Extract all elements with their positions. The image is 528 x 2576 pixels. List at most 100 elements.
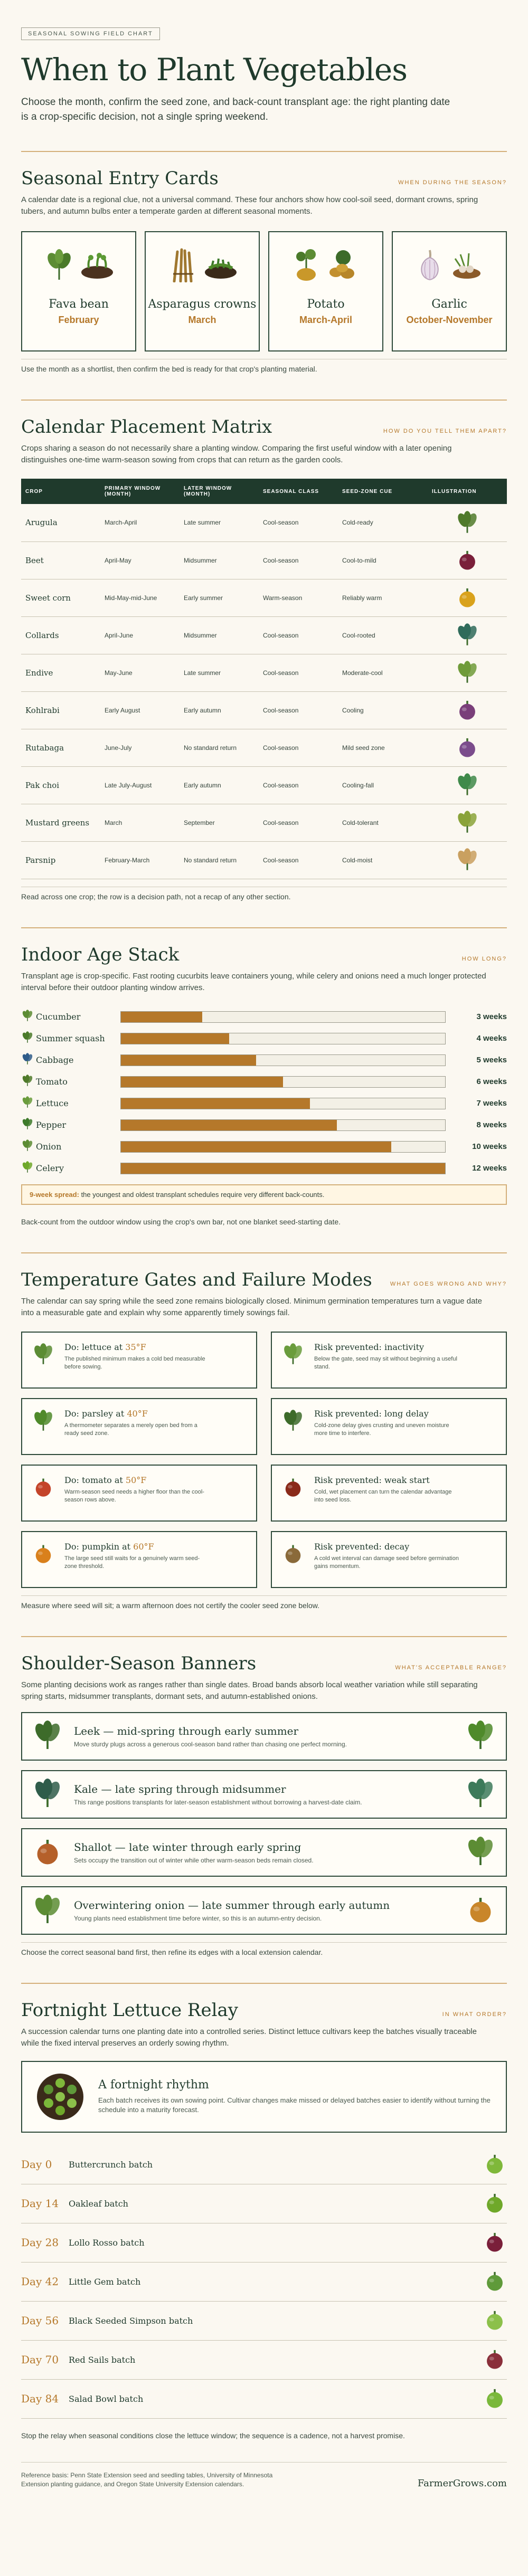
gate-title: Do: pumpkin at 60°F xyxy=(64,1542,212,1552)
gate-text: Warm-season seed needs a higher floor th… xyxy=(64,1488,204,1503)
lettuce-head-icon xyxy=(487,2193,503,2213)
gates-section-header: Temperature Gates and Failure Modes WHAT… xyxy=(21,1269,507,1290)
matrix-cell-class: Cool-season xyxy=(259,616,338,654)
age-row: Lettuce 7 weeks xyxy=(21,1094,507,1113)
matrix-cell-illustration xyxy=(428,654,507,692)
gate-text: A thermometer separates a merely open be… xyxy=(64,1422,197,1437)
banner-title: Overwintering onion — late summer throug… xyxy=(74,1898,390,1912)
matrix-cell-crop: Rutabaga xyxy=(21,729,100,767)
relay-row: Day 70 Red Sails batch xyxy=(21,2341,507,2380)
matrix-cell-illustration xyxy=(428,729,507,767)
matrix-cell-illustration xyxy=(428,691,507,729)
onion-sprout-icon xyxy=(22,1139,33,1151)
gate-card: Do: pumpkin at 60°F The large seed still … xyxy=(21,1531,257,1588)
age-weeks-label: 6 weeks xyxy=(476,1077,507,1086)
age-row: Celery 12 weeks xyxy=(21,1159,507,1178)
age-bar-fill xyxy=(121,1141,391,1152)
soil-sprouts-icon xyxy=(205,258,237,279)
relay-day: Day 0 xyxy=(21,2158,52,2171)
relay-day: Day 84 xyxy=(21,2392,59,2405)
matrix-row: Arugula March-April Late summer Cool-season… xyxy=(21,504,507,542)
pepper-seedling-icon xyxy=(22,1118,33,1129)
banner-desc: Move sturdy plugs across a generous cool… xyxy=(74,1740,347,1748)
relay-row: Day 14 Oakleaf batch xyxy=(21,2184,507,2223)
season-banner: Overwintering onion — late summer throug… xyxy=(21,1886,507,1935)
gate-text: Cold, wet placement can turn the calenda… xyxy=(314,1488,452,1503)
lettuce-icon xyxy=(22,1096,33,1108)
age-bar-track xyxy=(120,1097,446,1109)
shallot-icon xyxy=(37,1840,58,1865)
age-weeks-label: 5 weeks xyxy=(476,1056,507,1064)
entry-card-potato: Potato March-April xyxy=(268,231,383,351)
relay-batch: Oakleaf batch xyxy=(69,2198,128,2209)
banner-desc: This range positions transplants for lat… xyxy=(74,1798,362,1806)
garlic-bulb-icon xyxy=(421,250,439,281)
gate-card: Risk prevented: decay A cold wet interval… xyxy=(271,1531,507,1588)
age-bar-track xyxy=(120,1032,446,1044)
age-bar-track xyxy=(120,1076,446,1088)
age-crop-name: Tomato xyxy=(36,1077,68,1087)
gate-card: Risk prevented: long delay Cold-zone dela… xyxy=(271,1398,507,1455)
matrix-cell-cue: Moderate-cool xyxy=(338,654,428,692)
relay-batch: Salad Bowl batch xyxy=(69,2393,144,2404)
brand-link[interactable]: FarmerGrows.com xyxy=(417,2477,507,2489)
age-weeks-label: 3 weeks xyxy=(476,1012,507,1021)
corn-icon xyxy=(459,588,475,607)
matrix-row: Mustard greens March September Cool-season C… xyxy=(21,804,507,842)
season-banner: Leek — mid-spring through early summer Mo… xyxy=(21,1712,507,1761)
asparagus-spears-icon xyxy=(173,248,193,282)
gate-text: A cold wet interval can damage seed befo… xyxy=(314,1555,459,1570)
age-stack: Cucumber 3 weeks Summer squash 4 weeks Cabba… xyxy=(21,1007,507,1178)
relay-row: Day 56 Black Seeded Simpson batch xyxy=(21,2302,507,2341)
banner-title: Shallot — late winter through early spri… xyxy=(74,1840,301,1853)
section-divider xyxy=(21,1252,507,1253)
age-crop-name: Pepper xyxy=(36,1120,67,1130)
matrix-cell-crop: Mustard greens xyxy=(21,804,100,842)
entry-section-header: Seasonal Entry Cards WHEN DURING THE SEA… xyxy=(21,168,507,189)
onion-bulbs-icon xyxy=(470,1898,491,1923)
matrix-cell-crop: Parsnip xyxy=(21,841,100,879)
matrix-cell-crop: Beet xyxy=(21,541,100,579)
parsley-icon xyxy=(34,1409,52,1431)
matrix-cell-crop: Kohlrabi xyxy=(21,691,100,729)
gates-intro: The calendar can say spring while the se… xyxy=(21,1296,482,1317)
col-illustration: ILLUSTRATION xyxy=(428,479,507,504)
relay-kicker: IN WHAT ORDER? xyxy=(442,2011,507,2018)
entry-card-asparagus: Asparagus crowns March xyxy=(145,231,260,351)
relay-box-desc: Each batch receives its own sowing point… xyxy=(98,2096,491,2114)
tomato-rotting-icon xyxy=(285,1478,301,1497)
matrix-cell-cue: Cooling xyxy=(338,691,428,729)
kale-icon xyxy=(35,1779,60,1807)
matrix-row: Rutabaga June-July No standard return Cool-… xyxy=(21,729,507,767)
relay-title: Fortnight Lettuce Relay xyxy=(21,1999,238,2021)
entry-card-month: March xyxy=(188,315,216,325)
age-crop-name: Cucumber xyxy=(36,1012,81,1022)
relay-intro: A succession calendar turns one planting… xyxy=(21,2027,477,2048)
relay-batch: Black Seeded Simpson batch xyxy=(69,2315,193,2326)
entry-card-name: Garlic xyxy=(431,298,467,311)
matrix-cell-class: Cool-season xyxy=(259,804,338,842)
matrix-cell-later: September xyxy=(180,804,259,842)
matrix-cell-cue: Cold-ready xyxy=(338,504,428,542)
relay-day: Day 70 xyxy=(21,2353,59,2366)
callout-text: the youngest and oldest transplant sched… xyxy=(81,1190,325,1199)
age-title: Indoor Age Stack xyxy=(21,944,180,965)
entry-card-name: Potato xyxy=(307,298,345,311)
matrix-cell-later: Late summer xyxy=(180,504,259,542)
banner-title: Leek — mid-spring through early summer xyxy=(74,1724,299,1737)
lettuce-thermometer-icon xyxy=(34,1343,52,1364)
matrix-cell-illustration xyxy=(428,541,507,579)
age-bar-track xyxy=(120,1119,446,1131)
gate-text: Cold-zone delay gives crusting and uneve… xyxy=(314,1422,449,1437)
lettuce-head-icon xyxy=(284,1343,302,1364)
gates-grid: Do: lettuce at 35°F The published minimum… xyxy=(21,1331,507,1588)
matrix-cell-cue: Cool-rooted xyxy=(338,616,428,654)
age-row: Pepper 8 weeks xyxy=(21,1116,507,1135)
matrix-cell-class: Cool-season xyxy=(259,504,338,542)
age-section-header: Indoor Age Stack HOW LONG? xyxy=(21,944,507,965)
age-crop-name: Onion xyxy=(36,1142,62,1152)
relay-row: Day 28 Lollo Rosso batch xyxy=(21,2223,507,2263)
matrix-row: Collards April-June Midsummer Cool-season Co… xyxy=(21,616,507,654)
entry-card-month: March-April xyxy=(299,315,352,325)
matrix-cell-primary: April-May xyxy=(100,541,180,579)
